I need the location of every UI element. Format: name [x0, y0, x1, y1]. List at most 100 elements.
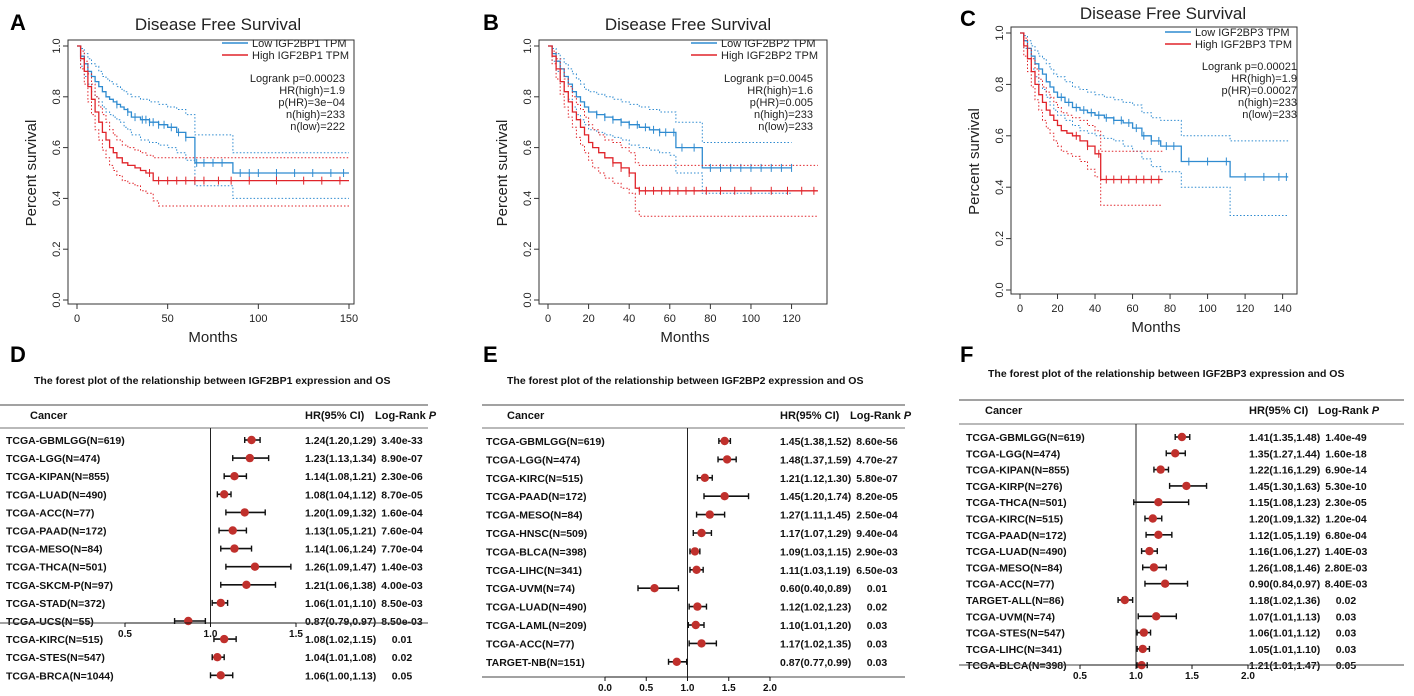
row-label: TCGA-LUAD(N=490): [6, 489, 107, 501]
y-tick-label: 0.2: [522, 242, 534, 257]
stat-text: p(HR)=0.005: [750, 97, 813, 109]
hr-ci-value: 1.27(1.11,1.45): [780, 510, 851, 522]
hr-point: [690, 547, 700, 556]
legend-label: Low IGF2BP2 TPM: [721, 38, 816, 50]
ci-upper-line: [548, 45, 818, 166]
row-label: TARGET-NB(N=151): [486, 657, 585, 669]
y-tick-label: 0.8: [522, 89, 534, 104]
y-tick-label: 0.6: [522, 140, 534, 155]
header-cancer: Cancer: [985, 405, 1023, 417]
p-value: 4.00e-03: [381, 580, 423, 592]
hr-point: [1148, 514, 1158, 523]
ci-upper-line: [77, 45, 349, 154]
row-label: TCGA-LGG(N=474): [6, 453, 100, 465]
hr-ci-value: 1.48(1.37,1.59): [780, 454, 851, 466]
ci-upper-line: [1020, 32, 1163, 152]
hr-point: [247, 435, 256, 445]
stat-text: p(HR)=3e−04: [278, 97, 345, 109]
y-tick-label: 0.0: [994, 282, 1006, 297]
x-tick-label: 1.0: [1129, 671, 1143, 682]
x-tick-label: 100: [742, 313, 760, 325]
row-label: TCGA-LUAD(N=490): [966, 546, 1067, 558]
stat-text: HR(high)=1.9: [279, 85, 345, 97]
p-value: 1.20e-04: [1325, 514, 1367, 526]
stat-text: p(HR)=0.00027: [1221, 85, 1297, 97]
hr-point: [720, 492, 729, 501]
stat-text: HR(high)=1.9: [1231, 73, 1297, 85]
hr-point: [184, 616, 193, 626]
x-tick-label: 80: [1164, 303, 1176, 315]
hr-ci-value: 1.18(1.02,1.36): [1249, 595, 1320, 607]
panel-letter: C: [960, 6, 976, 31]
forest-panel-F: F The forest plot of the relationship bet…: [959, 342, 1404, 682]
hr-ci-value: 1.10(1.01,1.20): [780, 620, 851, 632]
hr-ci-value: 1.41(1.35,1.48): [1249, 432, 1320, 444]
header-cancer: Cancer: [30, 410, 68, 422]
row-label: TCGA-UCS(N=55): [6, 616, 94, 628]
survival-line-high: [548, 45, 818, 192]
x-tick-label: 1.5: [289, 629, 303, 640]
hr-point: [700, 473, 710, 482]
x-tick-label: 0: [74, 313, 80, 325]
hr-point: [705, 510, 714, 519]
header-logrank: Log-Rank P: [1318, 405, 1380, 417]
hr-ci-value: 0.87(0.77,0.99): [780, 657, 851, 669]
p-value: 4.70e-27: [856, 454, 898, 466]
x-tick-label: 150: [340, 313, 358, 325]
hr-point: [1182, 481, 1191, 491]
stat-text: n(low)=222: [290, 121, 345, 133]
hr-point: [242, 580, 251, 589]
p-value: 0.03: [867, 638, 888, 650]
x-tick-label: 2.0: [763, 683, 777, 694]
y-axis-label: Percent survival: [966, 108, 983, 215]
chart-title: Disease Free Survival: [1080, 4, 1246, 23]
x-tick-label: 60: [1126, 303, 1138, 315]
p-value: 1.60e-04: [381, 507, 423, 519]
hr-ci-value: 1.09(1.03,1.15): [780, 546, 851, 558]
p-value: 8.40E-03: [1325, 579, 1368, 591]
p-value: 8.60e-56: [856, 436, 898, 448]
ci-lower-line: [548, 45, 792, 194]
hr-point: [1120, 595, 1130, 605]
stat-text: n(high)=233: [286, 109, 345, 121]
hr-ci-value: 1.21(1.01,1.47): [1249, 660, 1320, 672]
legend-label: Low IGF2BP3 TPM: [1195, 27, 1290, 39]
hr-ci-value: 1.14(1.08,1.21): [305, 471, 376, 483]
hr-ci-value: 1.20(1.09,1.32): [305, 507, 376, 519]
header-hr: HR(95% CI): [305, 410, 365, 422]
x-tick-label: 140: [1273, 303, 1291, 315]
hr-point: [1171, 449, 1180, 458]
hr-ci-value: 1.08(1.04,1.12): [305, 489, 376, 501]
hr-point: [650, 584, 659, 593]
row-label: TCGA-BLCA(N=398): [966, 660, 1067, 672]
row-label: TCGA-BRCA(N=1044): [6, 670, 114, 682]
row-label: TCGA-LGG(N=474): [966, 448, 1060, 460]
y-tick-label: 0.0: [51, 292, 63, 307]
row-label: TCGA-LIHC(N=341): [486, 565, 582, 577]
p-value: 5.30e-10: [1325, 481, 1367, 493]
hr-point: [1149, 563, 1159, 572]
x-tick-label: 60: [664, 313, 676, 325]
y-tick-label: 0.4: [994, 180, 1006, 195]
stat-text: Logrank p=0.0045: [724, 73, 813, 85]
panel-letter: A: [10, 10, 26, 35]
header-hr: HR(95% CI): [1249, 405, 1309, 417]
p-value: 0.05: [1336, 660, 1357, 672]
row-label: TCGA-PAAD(N=172): [6, 526, 106, 538]
x-tick-label: 0.5: [639, 683, 653, 694]
hr-point: [230, 544, 239, 553]
hr-point: [697, 639, 706, 648]
p-value: 1.60e-18: [1325, 448, 1367, 460]
header-p: P: [904, 410, 912, 422]
p-value: 8.50e-03: [381, 598, 423, 610]
row-label: TCGA-MESO(N=84): [486, 510, 583, 522]
chart-title: Disease Free Survival: [135, 15, 301, 34]
row-label: TCGA-MESO(N=84): [6, 544, 103, 556]
hr-ci-value: 1.06(1.01,1.12): [1249, 628, 1320, 640]
row-label: TCGA-SKCM-P(N=97): [6, 580, 113, 592]
x-tick-label: 2.0: [1241, 671, 1255, 682]
row-label: TCGA-THCA(N=501): [6, 562, 107, 574]
x-tick-label: 120: [1236, 303, 1254, 315]
hr-ci-value: 1.08(1.02,1.15): [305, 634, 376, 646]
forest-panel-E: E The forest plot of the relationship bet…: [482, 342, 912, 694]
